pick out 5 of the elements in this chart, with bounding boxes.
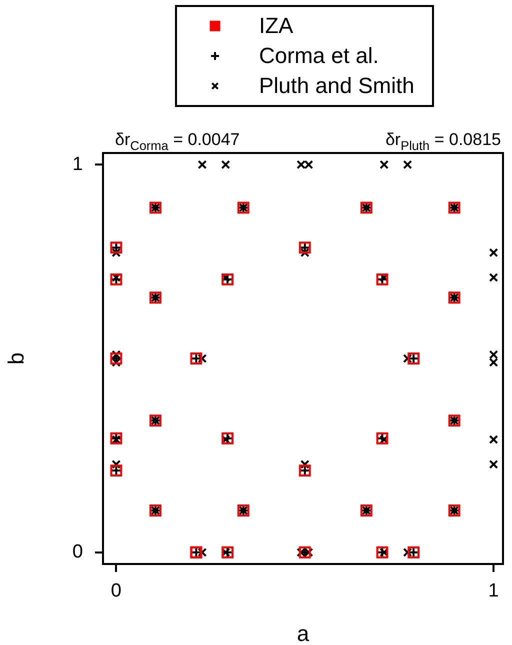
x-axis-title: a: [296, 620, 310, 645]
legend-label: IZA: [259, 12, 294, 40]
legend-label: Pluth and Smith: [259, 72, 414, 100]
legend-label: Corma et al.: [259, 42, 379, 70]
y-axis-title: b: [3, 352, 28, 365]
